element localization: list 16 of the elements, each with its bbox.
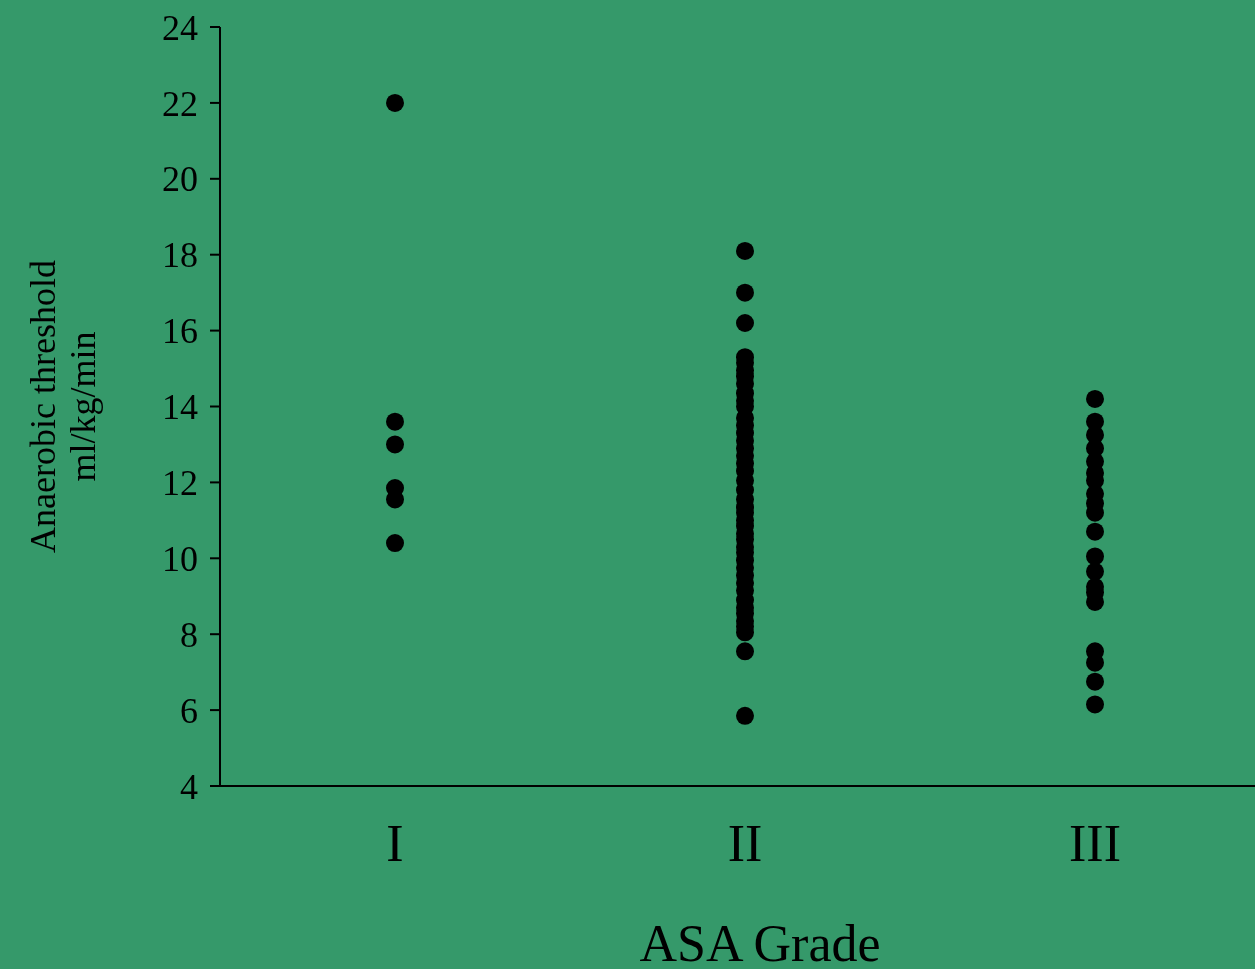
- y-tick-label: 6: [180, 690, 198, 731]
- y-tick-label: 4: [180, 766, 198, 807]
- y-tick-label: 24: [162, 7, 198, 48]
- y-axis-title: Anaerobic threshold ml/kg/min: [23, 260, 103, 553]
- x-tick-label: III: [1069, 815, 1121, 872]
- y-tick-label: 14: [162, 387, 198, 428]
- y-tick-label: 12: [162, 463, 198, 503]
- x-tick-label: I: [386, 815, 404, 872]
- y-tick-label: 8: [180, 614, 198, 655]
- y-tick-label: 10: [162, 538, 198, 579]
- x-axis-title: ASA Grade: [639, 915, 881, 969]
- y-tick-label: 20: [162, 159, 198, 200]
- x-tick-label: II: [727, 815, 763, 872]
- y-tick-label: 22: [162, 83, 198, 124]
- y-tick-label: 16: [162, 311, 198, 352]
- y-tick-label: 18: [162, 235, 198, 276]
